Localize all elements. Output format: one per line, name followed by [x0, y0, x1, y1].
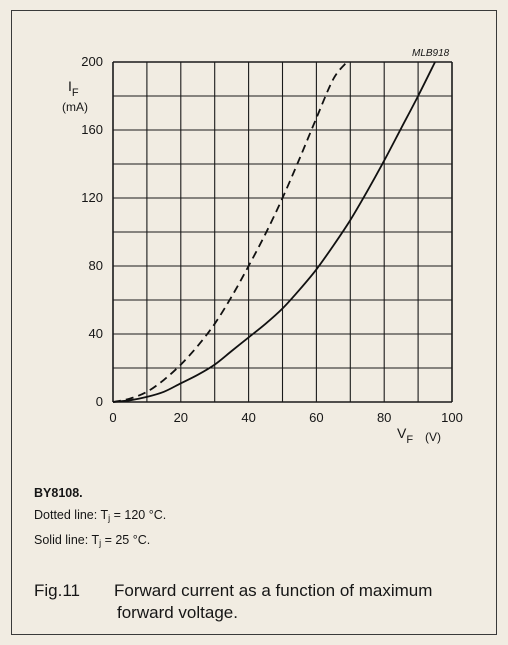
x-tick-label: 80 — [377, 410, 391, 425]
x-tick-label: 40 — [241, 410, 255, 425]
device-name: BY8108. — [34, 486, 83, 500]
x-tick-label: 60 — [309, 410, 323, 425]
x-axis-label: VF — [397, 425, 413, 446]
grid — [112, 61, 453, 403]
y-tick-label: 80 — [89, 258, 103, 273]
figure-number: Fig.11 — [34, 581, 80, 600]
figure-notes: BY8108. Dotted line: Tj = 120 °C. Solid … — [34, 482, 464, 554]
y-tick-label: 160 — [81, 122, 103, 137]
y-tick-label: 0 — [96, 394, 103, 409]
x-axis-unit: (V) — [425, 430, 441, 444]
figure-frame — [11, 10, 497, 635]
chart: 0 40 80 120 160 200 0 20 40 60 80 100 MLB918 IF (mA… — [62, 48, 463, 446]
dotted-line-note: Dotted line: Tj = 120 °C. — [34, 508, 167, 523]
y-axis-unit: (mA) — [62, 100, 88, 114]
curves — [112, 61, 436, 403]
caption-line-2: forward voltage. — [117, 603, 238, 622]
tick-labels: 0 40 80 120 160 200 0 20 40 60 80 100 — [81, 54, 463, 425]
figure-caption: Fig.11 Forward current as a function of m… — [34, 580, 494, 624]
dashed-curve — [112, 61, 348, 403]
x-tick-label: 20 — [174, 410, 188, 425]
y-tick-label: 40 — [89, 326, 103, 341]
y-tick-label: 200 — [81, 54, 103, 69]
caption-line-1: Forward current as a function of maximum — [114, 581, 433, 600]
x-tick-label: 0 — [109, 410, 116, 425]
figure-code: MLB918 — [412, 48, 450, 59]
y-axis-label: IF — [68, 78, 79, 99]
solid-curve — [112, 61, 436, 403]
solid-line-note: Solid line: Tj = 25 °C. — [34, 533, 151, 548]
y-tick-label: 120 — [81, 190, 103, 205]
x-tick-label: 100 — [441, 410, 463, 425]
